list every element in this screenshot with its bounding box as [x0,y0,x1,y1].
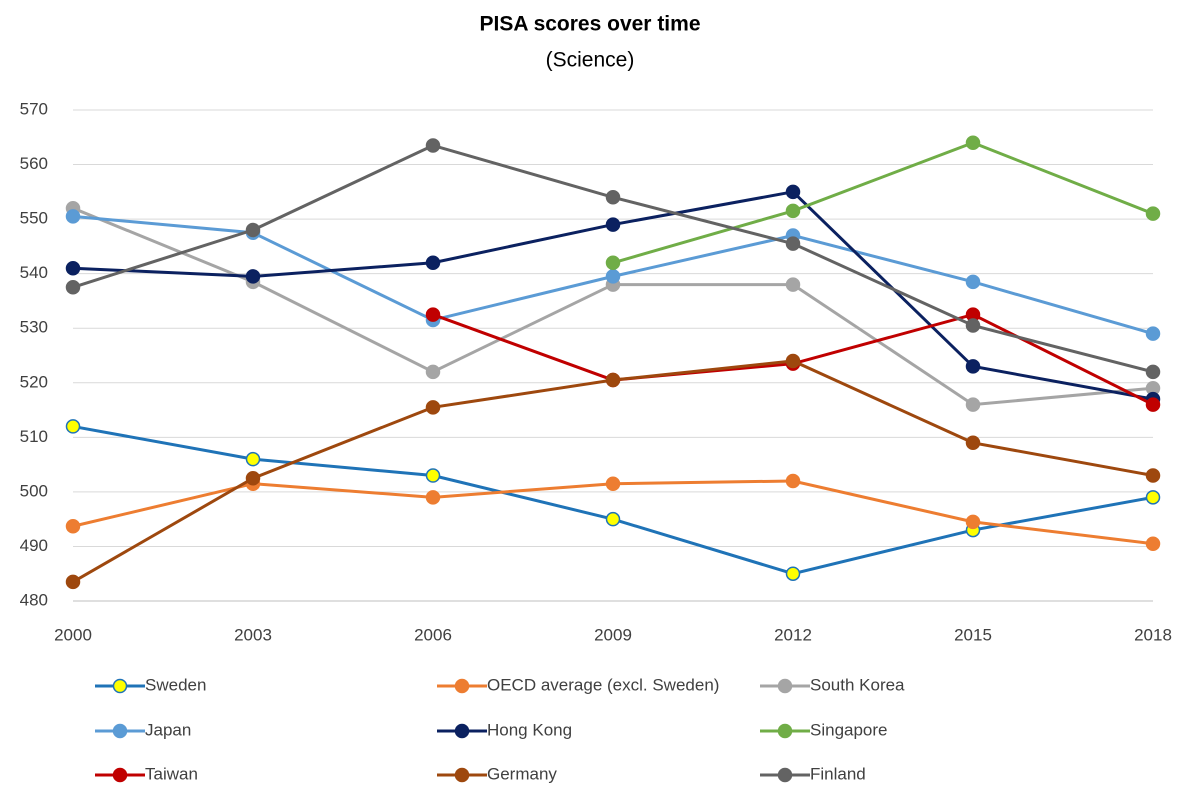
legend-label: OECD average (excl. Sweden) [487,675,719,694]
y-tick-label: 550 [20,209,48,228]
data-point [65,574,81,590]
data-point [785,353,801,369]
legend-label: Germany [487,764,557,783]
data-point [1145,468,1161,483]
y-tick-label: 560 [20,154,48,173]
chart-title: PISA scores over time [480,13,701,36]
x-tick-label: 2000 [54,625,92,644]
x-tick-label: 2009 [594,625,632,644]
data-point [425,364,441,380]
data-point [785,184,801,200]
data-point [605,269,621,284]
data-point [1145,397,1161,412]
data-point [965,274,981,290]
data-point [65,519,81,534]
legend-marker [777,723,793,739]
series-line [72,359,1154,584]
data-point [965,397,981,412]
data-point [965,359,981,374]
legend-label: Sweden [145,675,206,694]
data-point [1145,536,1161,551]
y-tick-label: 520 [20,372,48,391]
y-tick-label: 570 [20,99,48,118]
data-point [425,307,441,322]
data-point [1145,490,1161,505]
x-tick-label: 2015 [954,625,992,644]
legend-marker [454,723,470,739]
data-point [65,280,81,295]
y-tick-label: 490 [20,536,48,555]
x-tick-label: 2012 [774,625,812,644]
legend-marker [112,723,128,739]
y-tick-label: 540 [20,263,48,282]
data-point [785,277,801,292]
data-point [605,372,621,388]
data-point [65,209,81,224]
legend-marker [112,678,128,694]
data-point [425,255,441,271]
data-point [785,203,801,219]
data-point [605,511,621,527]
data-point [245,471,261,486]
y-tick-label: 530 [20,318,48,337]
data-point [605,217,621,232]
x-tick-label: 2003 [234,625,272,644]
legend-marker [454,767,470,783]
data-point [245,222,261,238]
legend-label: Hong Kong [487,720,572,739]
data-point [1145,326,1161,341]
legend-label: South Korea [810,675,905,694]
x-tick-label: 2006 [414,625,452,644]
data-point [1145,206,1161,221]
data-point [245,451,261,467]
series-line [72,424,1154,576]
data-point [965,435,981,451]
legend-marker [777,678,793,694]
legend-marker [454,678,470,694]
data-point [785,236,801,251]
data-point [785,566,801,581]
chart-subtitle: (Science) [546,49,635,72]
legend-label: Singapore [810,720,888,739]
data-point [425,468,441,483]
data-point [1145,364,1161,380]
data-point [245,269,261,284]
legend-label: Finland [810,764,866,783]
data-point [605,476,621,491]
data-point [965,514,981,530]
y-tick-label: 480 [20,590,48,609]
data-point [605,190,621,205]
y-tick-label: 510 [20,427,48,446]
data-point [965,135,981,150]
data-point [605,255,621,271]
data-point [425,138,441,153]
data-point [425,490,441,505]
x-tick-label: 2018 [1134,625,1172,644]
legend-marker [777,767,793,783]
series-line [612,141,1154,265]
y-tick-label: 500 [20,481,48,500]
data-point [785,473,801,489]
data-point [965,318,981,333]
legend-label: Japan [145,720,191,739]
data-point [425,400,441,415]
data-point [65,260,81,276]
legend-label: Taiwan [145,764,198,783]
legend-marker [112,767,128,783]
data-point [65,419,81,434]
